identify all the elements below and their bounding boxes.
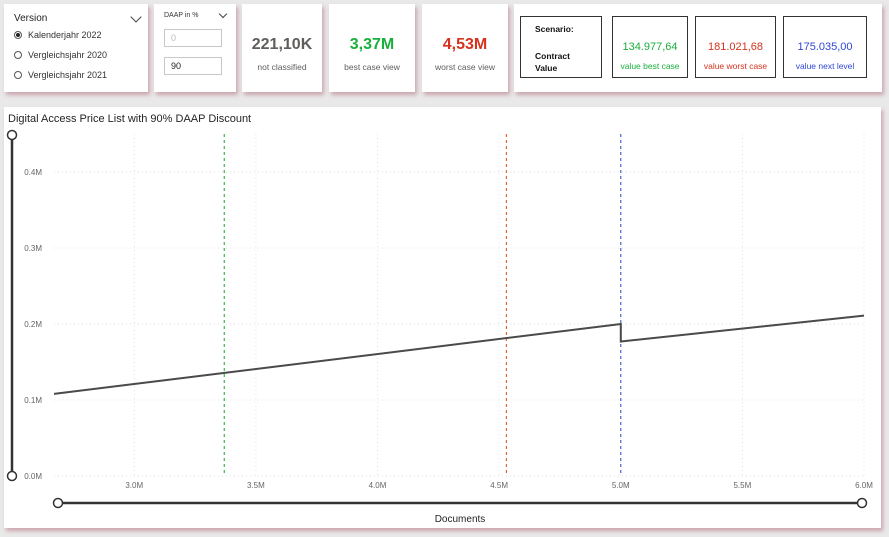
- kpi-best-case: 3,37M best case view: [329, 4, 415, 92]
- scenario-subtitle: Contract: [535, 51, 570, 61]
- scenario-value: 134.977,64: [622, 41, 678, 53]
- x-axis-label: Documents: [435, 514, 486, 525]
- scenario-value: 181.021,68: [707, 41, 764, 53]
- y-tick-label: 0.4M: [24, 168, 42, 177]
- version-option-kalenderjahr-2022[interactable]: Kalenderjahr 2022: [14, 30, 102, 40]
- kpi-label: not classified: [257, 62, 307, 72]
- x-tick-label: 4.0M: [369, 481, 387, 490]
- kpi-value: 221,10K: [251, 36, 313, 53]
- y-tick-label: 0.2M: [24, 320, 42, 329]
- scenario-label-box: Scenario: Contract Value: [520, 16, 602, 78]
- kpi-value: 4,53M: [442, 36, 488, 53]
- scenario-label: value best case: [620, 61, 680, 71]
- scenario-best-case-box: 134.977,64 value best case: [612, 16, 688, 78]
- x-tick-label: 4.5M: [490, 481, 508, 490]
- scenario-value: 175.035,00: [797, 41, 853, 53]
- version-slicer-title: Version: [14, 13, 48, 24]
- scenario-worst-case-box: 181.021,68 value worst case: [695, 16, 776, 78]
- y-range-slider-handle[interactable]: [6, 470, 18, 482]
- radio-icon[interactable]: [14, 71, 22, 79]
- chevron-down-icon[interactable]: [218, 9, 228, 19]
- kpi-label: worst case view: [435, 62, 495, 72]
- x-range-slider-handle[interactable]: [52, 497, 64, 509]
- x-tick-label: 6.0M: [855, 481, 873, 490]
- scenario-label: value next level: [795, 61, 855, 71]
- series-line: [53, 314, 865, 395]
- version-option-label: Vergleichsjahr 2021: [28, 70, 108, 80]
- version-option-label: Vergleichsjahr 2020: [28, 50, 108, 60]
- version-option-vergleichsjahr-2020[interactable]: Vergleichsjahr 2020: [14, 50, 107, 60]
- kpi-not-classified: 221,10K not classified: [242, 4, 322, 92]
- x-tick-label: 5.5M: [733, 481, 751, 490]
- x-tick-label: 5.0M: [612, 481, 630, 490]
- radio-selected-icon[interactable]: [14, 31, 22, 39]
- daap-slicer-title: DAAP in %: [164, 12, 199, 19]
- line-chart: 0.0M 0.1M 0.2M 0.3M 0.4M 3.0M 3.5M 4.0M 4.5M 5.0M…: [6, 129, 873, 525]
- daap-slicer: DAAP in % 0 90: [154, 4, 236, 92]
- scenario-card: Scenario: Contract Value 134.977,64 valu…: [514, 4, 882, 92]
- radio-icon[interactable]: [14, 51, 22, 59]
- version-option-vergleichsjahr-2021[interactable]: Vergleichsjahr 2021: [14, 70, 107, 80]
- y-tick-label: 0.1M: [24, 396, 42, 405]
- x-tick-label: 3.0M: [125, 481, 143, 490]
- line-chart-card: 0.0M 0.1M 0.2M 0.3M 0.4M 3.0M 3.5M 4.0M 4.5M 5.0M…: [4, 107, 881, 528]
- chevron-down-icon[interactable]: [130, 11, 142, 23]
- kpi-label: best case view: [344, 62, 400, 72]
- y-tick-label: 0.0M: [24, 472, 42, 481]
- x-tick-label: 3.5M: [247, 481, 265, 490]
- y-range-slider-handle[interactable]: [6, 129, 18, 141]
- scenario-subtitle: Value: [535, 63, 558, 73]
- scenario-label: value worst case: [703, 61, 768, 71]
- version-option-label: Kalenderjahr 2022: [28, 30, 102, 40]
- scenario-title: Scenario:: [535, 24, 574, 34]
- kpi-value: 3,37M: [349, 36, 395, 53]
- daap-min-input[interactable]: 0: [164, 29, 222, 47]
- kpi-worst-case: 4,53M worst case view: [422, 4, 508, 92]
- y-tick-label: 0.3M: [24, 244, 42, 253]
- x-range-slider-handle[interactable]: [856, 497, 868, 509]
- scenario-next-level-box: 175.035,00 value next level: [783, 16, 867, 78]
- chart-title: Digital Access Price List with 90% DAAP …: [8, 113, 252, 125]
- daap-value-input[interactable]: 90: [164, 57, 222, 75]
- version-slicer: Version Kalenderjahr 2022 Vergleichsjahr…: [4, 4, 148, 92]
